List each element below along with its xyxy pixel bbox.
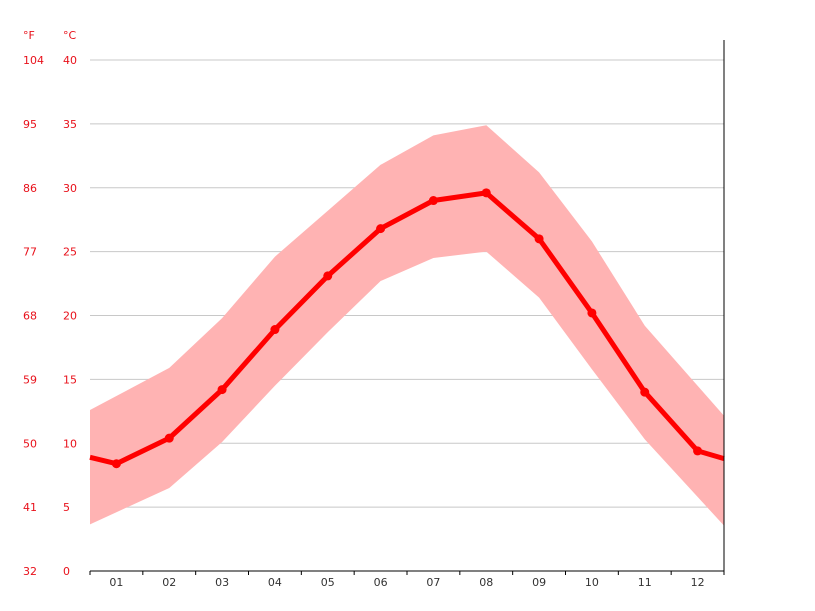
y-tick-celsius: 35: [63, 118, 77, 131]
x-tick-label: 09: [532, 576, 546, 589]
y-tick-fahrenheit: 32: [23, 565, 37, 578]
average-point: [428, 196, 438, 206]
average-point: [111, 459, 121, 469]
unit-fahrenheit-label: °F: [23, 29, 35, 42]
average-point: [376, 224, 386, 234]
y-tick-fahrenheit: 41: [23, 501, 37, 514]
y-tick-fahrenheit: 50: [23, 437, 37, 450]
average-point: [164, 433, 174, 443]
x-tick-label: 08: [479, 576, 493, 589]
average-point: [217, 385, 227, 395]
x-tick-label: 01: [109, 576, 123, 589]
x-tick-label: 06: [374, 576, 388, 589]
x-tick-label: 04: [268, 576, 282, 589]
y-tick-fahrenheit: 77: [23, 246, 37, 259]
x-tick-label: 12: [691, 576, 705, 589]
axes: [89, 40, 725, 575]
y-tick-fahrenheit: 95: [23, 118, 37, 131]
average-point: [640, 387, 650, 397]
y-tick-celsius: 20: [63, 310, 77, 323]
y-tick-fahrenheit: 86: [23, 182, 37, 195]
y-tick-fahrenheit: 68: [23, 310, 37, 323]
y-tick-fahrenheit: 59: [23, 373, 37, 386]
average-point: [270, 325, 280, 335]
x-tick-label: 07: [426, 576, 440, 589]
average-point: [534, 234, 544, 244]
y-tick-fahrenheit: 104: [23, 54, 44, 67]
average-point: [481, 188, 491, 198]
y-tick-celsius: 30: [63, 182, 77, 195]
average-point: [323, 271, 333, 281]
y-tick-celsius: 10: [63, 437, 77, 450]
average-line: [89, 190, 725, 467]
y-tick-celsius: 40: [63, 54, 77, 67]
x-tick-label: 11: [638, 576, 652, 589]
y-tick-celsius: 15: [63, 373, 77, 386]
y-tick-celsius: 0: [63, 565, 70, 578]
y-tick-celsius: 25: [63, 246, 77, 259]
x-tick-label: 02: [162, 576, 176, 589]
average-point: [587, 308, 597, 318]
y-tick-celsius: 5: [63, 501, 70, 514]
x-tick-label: 05: [321, 576, 335, 589]
unit-celsius-label: °C: [63, 29, 77, 42]
temperature-range-band: [90, 125, 724, 526]
average-temperature-line: [89, 188, 725, 469]
range-area: [90, 125, 724, 526]
x-axis-labels: 01 02 03 04 05 06 07 08 09 10 11 12: [109, 576, 704, 589]
average-point: [693, 446, 703, 456]
x-tick-label: 10: [585, 576, 599, 589]
x-tick-label: 03: [215, 576, 229, 589]
y-axis-labels: 0 32 5 41 10 50 15 59 20 68 25 77 30 86 35 95 40 104: [23, 54, 77, 578]
